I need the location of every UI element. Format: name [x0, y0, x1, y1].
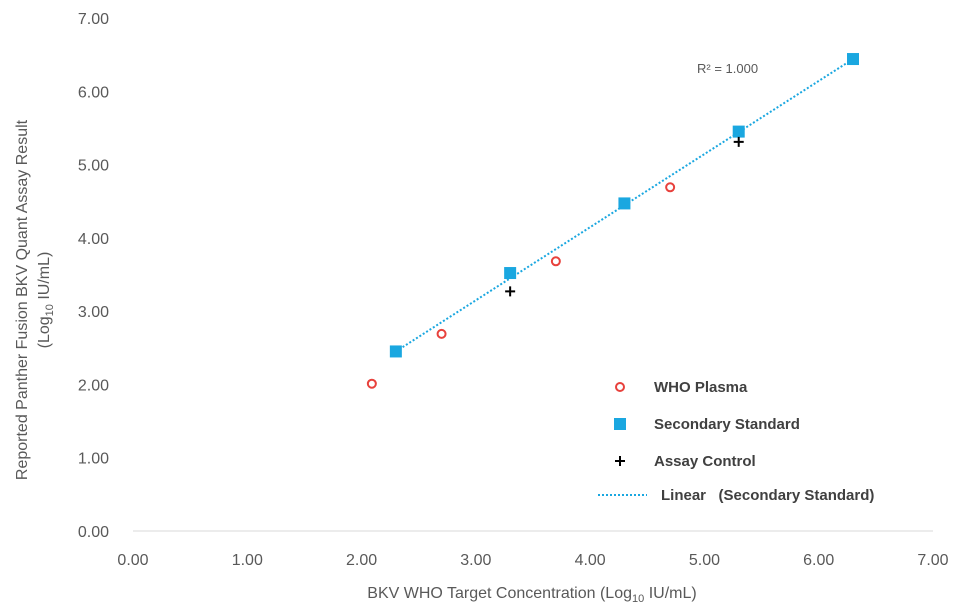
- x-tick-label: 7.00: [917, 552, 948, 569]
- who-plasma-point: [436, 328, 447, 339]
- x-tick-label: 5.00: [689, 552, 720, 569]
- y-axis-title: Reported Panther Fusion BKV Quant Assay …: [14, 119, 56, 480]
- y-axis-title-line1: Reported Panther Fusion BKV Quant Assay …: [14, 119, 31, 480]
- r-squared-label: R² = 1.000: [697, 61, 758, 76]
- x-tick-label: 0.00: [117, 552, 148, 569]
- who-plasma-point: [366, 378, 377, 389]
- x-axis-title: BKV WHO Target Concentration (Log10 IU/m…: [367, 585, 696, 604]
- y-tick-label: 7.00: [78, 11, 109, 28]
- secondary-standard-point: [847, 53, 859, 66]
- secondary-standard-point: [504, 267, 517, 280]
- y-tick-label: 3.00: [78, 304, 109, 321]
- legend-marker-secondary-standard: [614, 418, 626, 430]
- y-tick-label: 1.00: [78, 451, 109, 468]
- y-tick-label: 0.00: [78, 524, 109, 541]
- y-tick-label: 4.00: [78, 231, 109, 248]
- secondary-standard-point: [389, 345, 402, 358]
- y-tick-labels: 0.00 1.00 2.00 3.00 4.00 5.00 6.00 7.00: [78, 11, 109, 541]
- x-tick-labels: 0.00 1.00 2.00 3.00 4.00 5.00 6.00 7.00: [117, 552, 948, 569]
- legend: WHO Plasma Secondary Standard Assay Contro…: [598, 379, 874, 504]
- legend-label-who-plasma: WHO Plasma: [654, 379, 748, 396]
- x-tick-label: 6.00: [803, 552, 834, 569]
- y-axis-title-line2: (Log10 IU/mL): [36, 252, 56, 349]
- secondary-standard-point: [618, 197, 631, 210]
- who-plasma-point: [550, 256, 561, 267]
- data-points: [366, 53, 859, 389]
- legend-marker-assay-control: [615, 456, 625, 466]
- legend-label-assay-control: Assay Control: [654, 453, 756, 470]
- assay-control-point: [505, 286, 516, 297]
- x-tick-label: 4.00: [575, 552, 606, 569]
- legend-label-secondary-standard: Secondary Standard: [654, 416, 800, 433]
- legend-label-trendline: Linear (Secondary Standard): [661, 487, 874, 504]
- y-tick-label: 2.00: [78, 377, 109, 394]
- assay-control-point: [733, 136, 744, 147]
- legend-marker-who-plasma: [615, 382, 625, 392]
- secondary-standard-point: [732, 125, 745, 138]
- y-tick-label: 6.00: [78, 84, 109, 101]
- trendline-layer: [395, 58, 854, 353]
- who-plasma-point: [665, 182, 676, 193]
- x-tick-label: 1.00: [232, 552, 263, 569]
- y-tick-label: 5.00: [78, 158, 109, 175]
- x-tick-label: 2.00: [346, 552, 377, 569]
- trendline: [395, 58, 854, 353]
- x-tick-label: 3.00: [460, 552, 491, 569]
